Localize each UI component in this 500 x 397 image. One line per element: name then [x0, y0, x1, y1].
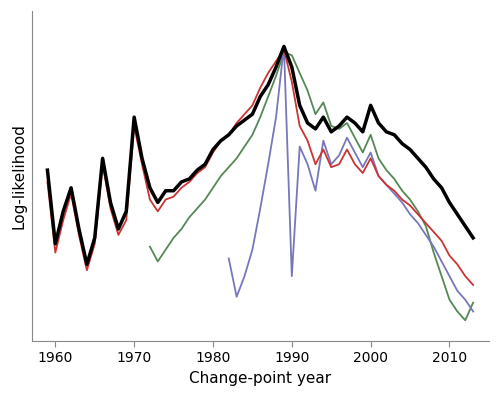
Y-axis label: Log-likelihood: Log-likelihood: [11, 123, 26, 229]
X-axis label: Change-point year: Change-point year: [189, 371, 332, 386]
